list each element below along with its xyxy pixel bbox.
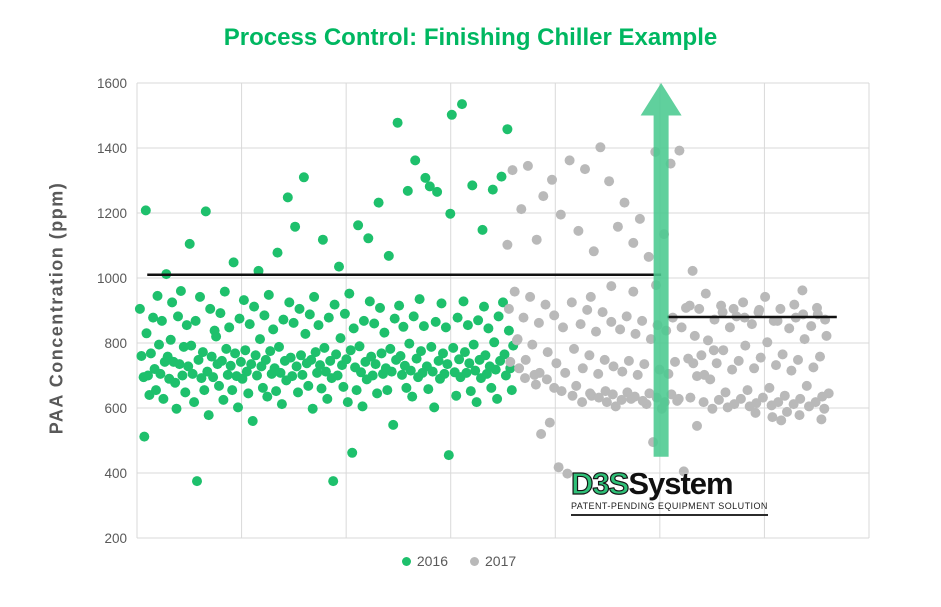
svg-text:400: 400 (104, 466, 127, 481)
d3s-logo-tagline: PATENT-PENDING EQUIPMENT SOLUTION (571, 502, 768, 516)
legend-marker-2016-icon (401, 556, 411, 566)
chart-title: Process Control: Finishing Chiller Examp… (223, 24, 718, 51)
legend-marker-2017-icon (470, 556, 479, 566)
legend-label-2016: 2016 (416, 553, 448, 569)
svg-text:1200: 1200 (97, 206, 127, 221)
scatter-series-2016 (134, 99, 519, 487)
legend-item-2017: 2017 (470, 553, 516, 569)
d3s-logo: D3SSystem PATENT-PENDING EQUIPMENT SOLUT… (570, 466, 768, 516)
svg-text:200: 200 (104, 531, 127, 546)
d3s-logo-black-text: System (628, 466, 733, 501)
d3s-logo-green-text: D3S (570, 466, 630, 501)
legend-label-2017: 2017 (485, 553, 517, 569)
d3s-logo-wordmark: D3SSystem (570, 466, 768, 501)
svg-text:1600: 1600 (97, 76, 127, 91)
svg-text:800: 800 (104, 336, 127, 351)
mean-lines (147, 273, 837, 319)
svg-text:1000: 1000 (97, 271, 127, 286)
chart-legend: 2016 2017 (0, 553, 918, 569)
y-axis-tick-labels: 200 400 600 800 1000 1200 1400 1600 (97, 76, 127, 546)
svg-text:1400: 1400 (97, 141, 127, 156)
up-arrow-annotation (640, 83, 682, 457)
legend-item-2016: 2016 (401, 553, 448, 569)
svg-text:600: 600 (104, 401, 127, 416)
